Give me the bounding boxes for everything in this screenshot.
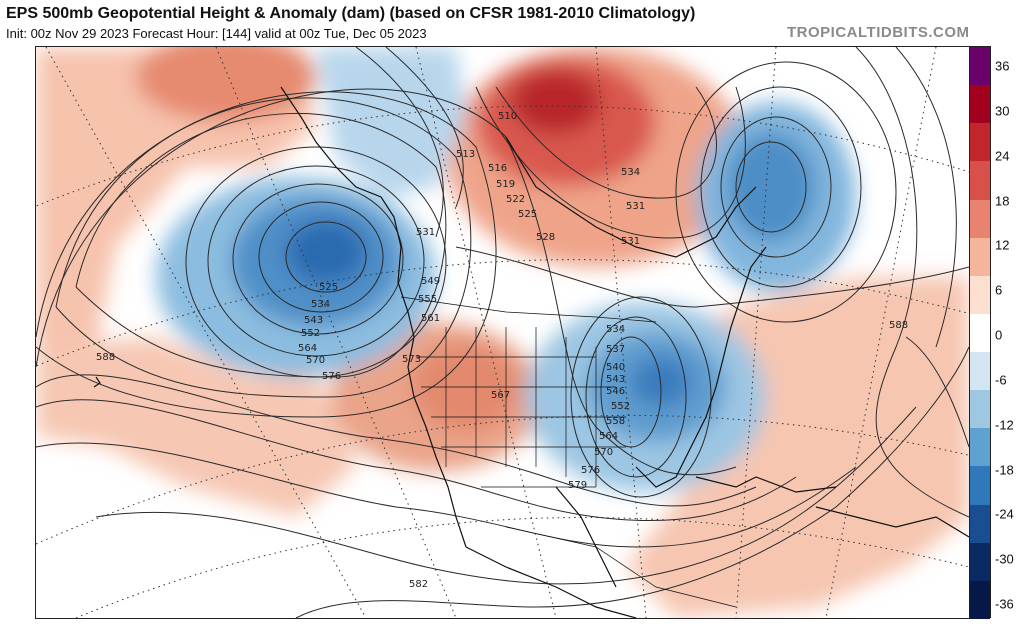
- contour-label: 570: [306, 355, 325, 366]
- contour-label: 552: [301, 328, 320, 339]
- colorbar-tick-label: -6: [995, 372, 1007, 388]
- height-contours: [36, 47, 969, 618]
- contour-label: 534: [606, 324, 625, 335]
- political-borders: [400, 296, 737, 608]
- contour-label: 540: [606, 362, 625, 373]
- contour-label: 549: [421, 276, 440, 287]
- contour-label: 570: [594, 447, 613, 458]
- contour-label: 531: [416, 227, 435, 238]
- contour-label: 510: [498, 111, 517, 122]
- contour-label: 576: [581, 465, 600, 476]
- colorbar-segment: [970, 199, 990, 239]
- colorbar-tick-label: 0: [995, 327, 1003, 343]
- contour-label: 561: [421, 313, 440, 324]
- colorbar-segment: [970, 504, 990, 544]
- site-watermark: TROPICALTIDBITS.COM: [787, 24, 970, 41]
- colorbar-segment: [970, 123, 990, 162]
- colorbar-segment: [970, 466, 990, 506]
- contour-label: 534: [311, 299, 330, 310]
- colorbar-tick-label: -36: [995, 596, 1014, 612]
- contour-label: 576: [322, 371, 341, 382]
- colorbar-segment: [970, 580, 990, 620]
- contour-label: 579: [568, 480, 587, 491]
- colorbar-tick-label: 36: [995, 58, 1010, 74]
- contour-label: 543: [606, 374, 625, 385]
- contour-label: 558: [606, 416, 625, 427]
- colorbar-segment: [970, 352, 990, 391]
- colorbar-segment: [970, 237, 990, 277]
- contour-label: 543: [304, 315, 323, 326]
- anomaly-high-north-pacific: [136, 47, 316, 122]
- contour-label: 516: [488, 163, 507, 174]
- header-subtitle: Init: 00z Nov 29 2023 Forecast Hour: [14…: [6, 26, 427, 41]
- contour-label: 564: [298, 343, 317, 354]
- contour-labels: 510 513 516 519 522 525 528 531 534 531 …: [96, 111, 908, 590]
- colorbar-tick-label: -24: [995, 506, 1014, 522]
- contour-label: 531: [621, 236, 640, 247]
- colorbar-segment: [970, 161, 990, 201]
- colorbar: [969, 46, 991, 620]
- contour-label: 528: [536, 232, 555, 243]
- map-svg: 510 513 516 519 522 525 528 531 534 531 …: [36, 47, 969, 618]
- colorbar-segment: [970, 390, 990, 429]
- contour-label: 546: [606, 386, 625, 397]
- colorbar-tick-label: -30: [995, 551, 1014, 567]
- contour-label: 555: [418, 294, 437, 305]
- contour-label: 537: [606, 344, 625, 355]
- contour-label: 564: [599, 431, 618, 442]
- contour-label: 522: [506, 194, 525, 205]
- map-panel: 510 513 516 519 522 525 528 531 534 531 …: [35, 46, 970, 619]
- contour-label: 525: [518, 209, 537, 220]
- contour-label: 588: [96, 352, 115, 363]
- colorbar-segment: [970, 542, 990, 582]
- contour-label: 519: [496, 179, 515, 190]
- contour-label: 588: [889, 320, 908, 331]
- graticule: [36, 47, 969, 618]
- contour-label: 552: [611, 401, 630, 412]
- contour-label: 534: [621, 167, 640, 178]
- colorbar-tick-label: 18: [995, 193, 1010, 208]
- colorbar-tick-label: 30: [995, 103, 1010, 119]
- anomaly-warm-broad: [36, 47, 316, 377]
- colorbar-tick-label: 12: [995, 237, 1010, 253]
- anomaly-warm-south: [36, 337, 356, 517]
- contour-label: 582: [409, 579, 428, 590]
- contour-label: 567: [491, 390, 510, 401]
- colorbar-tick-label: 24: [995, 148, 1010, 164]
- colorbar-segment: [970, 313, 990, 353]
- header-title: EPS 500mb Geopotential Height & Anomaly …: [6, 5, 696, 22]
- contour-label: 531: [626, 201, 645, 212]
- colorbar-tick-label: -12: [995, 417, 1014, 433]
- colorbar-segment: [970, 47, 990, 86]
- anomaly-shading: [36, 47, 969, 618]
- colorbar-tick-label: 6: [995, 282, 1003, 298]
- colorbar-tick-label: -18: [995, 462, 1014, 477]
- colorbar-segment: [970, 275, 990, 315]
- colorbar-segment: [970, 85, 990, 124]
- colorbar-ticks: 36 30 24 18 12 6 0 -6 -12 -18 -24 -30 -36: [995, 46, 1023, 618]
- contour-label: 573: [402, 354, 421, 365]
- contour-label: 513: [456, 149, 475, 160]
- colorbar-segment: [970, 428, 990, 467]
- contour-label: 525: [319, 282, 338, 293]
